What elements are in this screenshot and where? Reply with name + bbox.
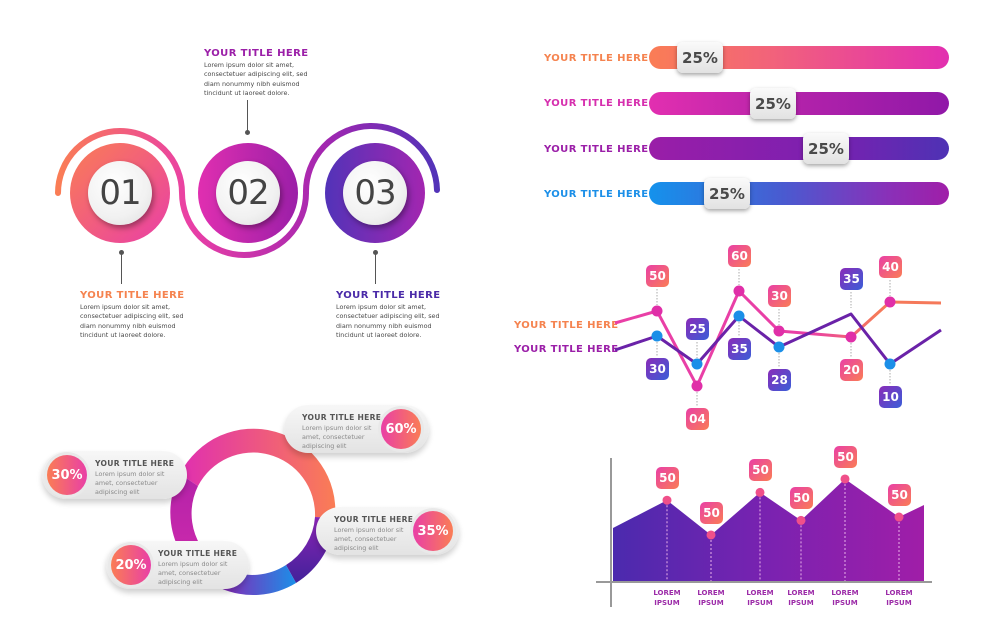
bar-2-track[interactable]: 25% xyxy=(649,88,949,119)
line-point-s1-1 xyxy=(691,380,703,392)
area-label-1: 50 xyxy=(700,501,723,524)
callout-20-text: Lorem ipsum dolor sit amet, consectetuer… xyxy=(158,560,228,586)
step-2-leader xyxy=(247,100,249,132)
bar-2-label: YOUR TITLE HERE xyxy=(544,98,649,109)
donut-segment-left xyxy=(170,474,228,588)
line-label-s2-3: 28 xyxy=(768,369,791,391)
step-1-text: Lorem ipsum dolor sit amet, consectetuer… xyxy=(80,303,184,339)
donut-callout-20: 20% YOUR TITLE HERE Lorem ipsum dolor si… xyxy=(106,541,249,589)
area-label-3: 50 xyxy=(790,487,813,510)
line-point-s2-1 xyxy=(691,358,703,370)
callout-30-text: Lorem ipsum dolor sit amet, consectetuer… xyxy=(95,470,165,496)
step-3-title: YOUR TITLE HERE xyxy=(336,290,441,301)
area-point-2 xyxy=(755,487,765,497)
line-label-s2-2: 35 xyxy=(728,338,751,360)
bar-4-track[interactable]: 25% xyxy=(649,178,949,209)
area-fill xyxy=(613,478,924,582)
line-label-s1-3: 30 xyxy=(768,285,791,307)
line-label-s1-2: 60 xyxy=(728,245,751,267)
callout-35-title: YOUR TITLE HERE xyxy=(334,515,414,524)
callout-30-pct: 30% xyxy=(47,455,87,495)
area-x-label-2: LOREM IPSUM xyxy=(746,589,774,607)
line-label-s2-4: 35 xyxy=(840,268,863,290)
callout-60-pct: 60% xyxy=(381,409,421,449)
area-point-0 xyxy=(662,495,672,505)
line-point-s2-5 xyxy=(884,358,896,370)
callout-35-pct: 35% xyxy=(413,511,453,551)
area-x-label-3: LOREM IPSUM xyxy=(787,589,815,607)
area-x-label-5: LOREM IPSUM xyxy=(885,589,913,607)
wave-line xyxy=(55,123,440,258)
step-2-title: YOUR TITLE HERE xyxy=(204,48,309,59)
step-1-number: 01 xyxy=(88,161,152,225)
bar-1-knob[interactable]: 25% xyxy=(677,42,723,73)
line-legend-1: YOUR TITLE HERE xyxy=(514,320,619,331)
step-2-number: 02 xyxy=(216,161,280,225)
callout-60-title: YOUR TITLE HERE xyxy=(302,413,382,422)
line-point-s2-0 xyxy=(651,330,663,342)
line-point-s1-0 xyxy=(651,305,663,317)
donut-callout-30: 30% YOUR TITLE HERE Lorem ipsum dolor si… xyxy=(42,451,187,499)
line-point-s1-5 xyxy=(884,296,896,308)
bar-3-knob[interactable]: 25% xyxy=(803,133,849,164)
bar-2-knob[interactable]: 25% xyxy=(750,88,796,119)
area-label-0: 50 xyxy=(656,467,679,490)
line-series-1 xyxy=(614,289,942,388)
line-point-s2-3 xyxy=(773,341,785,353)
bar-4-label: YOUR TITLE HERE xyxy=(544,189,649,200)
line-point-s1-3 xyxy=(773,325,785,337)
step-3-leader xyxy=(375,252,377,284)
callout-35-text: Lorem ipsum dolor sit amet, consectetuer… xyxy=(334,526,404,552)
step-2-text: Lorem ipsum dolor sit amet, consectetuer… xyxy=(204,61,308,97)
line-label-s2-0: 30 xyxy=(646,358,669,380)
step-2-leader-dot xyxy=(245,130,250,135)
step-1-title: YOUR TITLE HERE xyxy=(80,290,185,301)
line-legend-2: YOUR TITLE HERE xyxy=(514,344,619,355)
area-label-2: 50 xyxy=(749,459,772,482)
donut-segment-bottom xyxy=(220,565,296,596)
area-label-5: 50 xyxy=(888,484,911,507)
area-x-label-1: LOREM IPSUM xyxy=(697,589,725,607)
line-label-s1-4: 20 xyxy=(840,359,863,381)
callout-20-pct: 20% xyxy=(111,545,151,585)
bar-1-track[interactable]: 25% xyxy=(649,42,949,73)
step-1-leader xyxy=(121,252,123,284)
donut-callout-35: YOUR TITLE HERE Lorem ipsum dolor sit am… xyxy=(316,507,459,555)
area-point-1 xyxy=(706,530,716,540)
line-label-s2-1: 25 xyxy=(686,318,709,340)
bar-3-label: YOUR TITLE HERE xyxy=(544,144,649,155)
callout-30-title: YOUR TITLE HERE xyxy=(95,459,175,468)
line-label-s2-5: 10 xyxy=(879,386,902,408)
line-point-s1-4 xyxy=(845,331,857,343)
line-point-s2-2 xyxy=(733,310,745,322)
area-point-5 xyxy=(894,512,904,522)
bar-4-knob[interactable]: 25% xyxy=(704,178,750,209)
step-3-number: 03 xyxy=(343,161,407,225)
area-point-3 xyxy=(796,515,806,525)
callout-60-text: Lorem ipsum dolor sit amet, consectetuer… xyxy=(302,424,372,450)
area-x-label-4: LOREM IPSUM xyxy=(831,589,859,607)
bar-3-track[interactable]: 25% xyxy=(649,133,949,164)
callout-20-title: YOUR TITLE HERE xyxy=(158,549,238,558)
donut-callout-60: YOUR TITLE HERE Lorem ipsum dolor sit am… xyxy=(284,405,429,453)
area-x-label-0: LOREM IPSUM xyxy=(653,589,681,607)
line-label-s1-0: 50 xyxy=(646,265,669,287)
area-point-4 xyxy=(840,474,850,484)
area-label-4: 50 xyxy=(834,445,857,468)
bar-1-label: YOUR TITLE HERE xyxy=(544,53,649,64)
line-label-s1-5: 40 xyxy=(879,256,902,278)
line-point-s1-2 xyxy=(733,285,745,297)
donut-segment-top xyxy=(180,428,336,518)
step-3-text: Lorem ipsum dolor sit amet, consectetuer… xyxy=(336,303,440,339)
line-series-2 xyxy=(614,312,942,366)
line-label-s1-1: 04 xyxy=(686,408,709,430)
